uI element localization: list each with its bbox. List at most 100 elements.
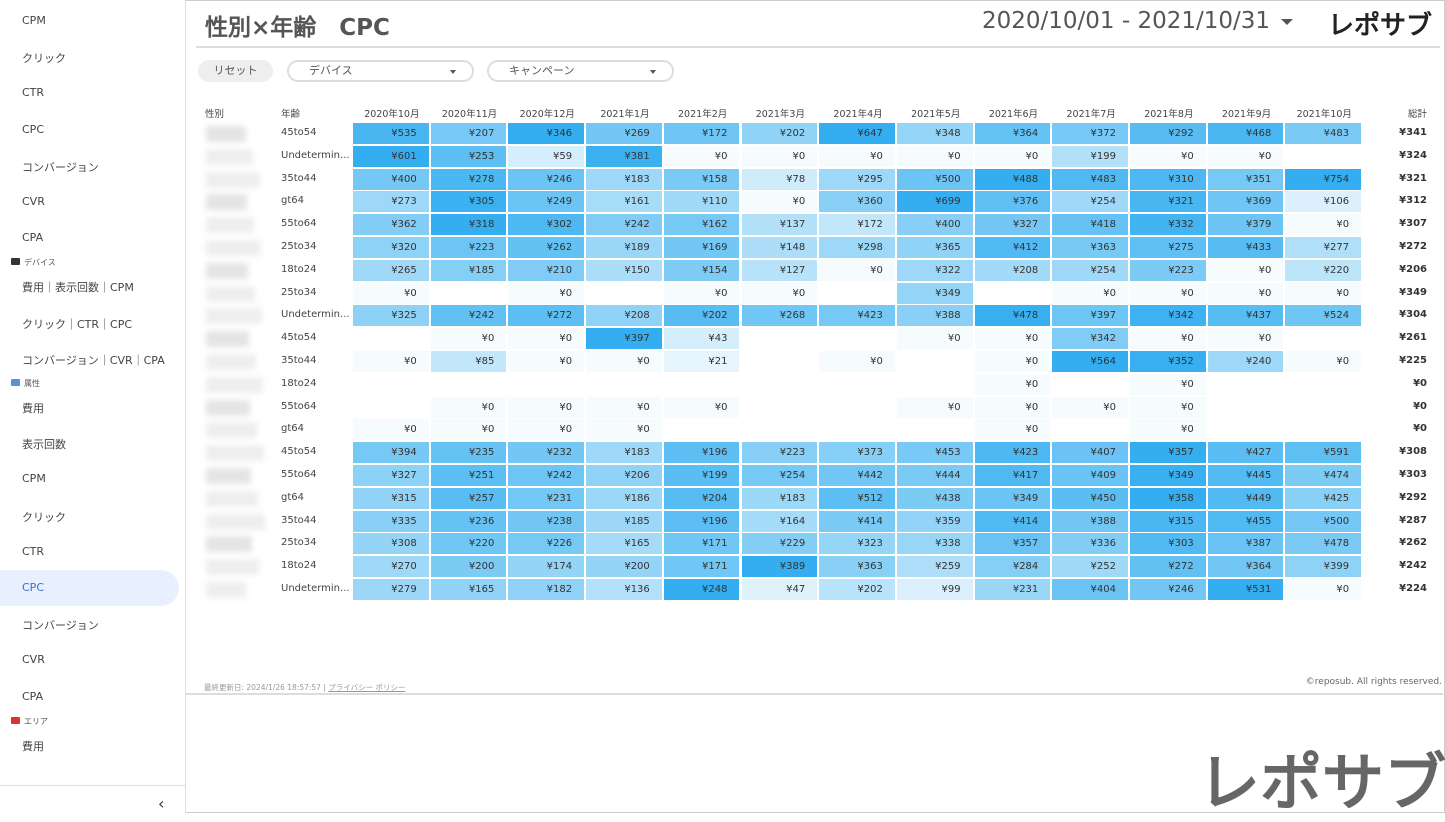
row-total: ¥307 <box>1399 218 1427 230</box>
heatmap-cell: ¥412 <box>974 237 1051 258</box>
collapse-button[interactable]: ‹ <box>158 794 165 813</box>
sidebar-item[interactable]: CPC <box>22 122 44 136</box>
heatmap-cell: ¥349 <box>974 487 1051 509</box>
heatmap-cell: ¥335 <box>353 510 429 532</box>
heatmap-cell: ¥417 <box>974 465 1051 486</box>
heatmap-cell: ¥0 <box>1130 145 1206 167</box>
sidebar-item[interactable]: クリック <box>22 510 66 524</box>
sidebar-item[interactable]: CTR <box>22 86 45 100</box>
sidebar-item[interactable]: CPM <box>22 472 46 486</box>
heatmap-cell: ¥0 <box>819 259 895 281</box>
gender-blur <box>206 445 264 462</box>
heatmap-cell: ¥348 <box>896 123 973 144</box>
heatmap-cell: ¥535 <box>353 123 429 144</box>
device-filter[interactable]: デバイス <box>287 60 474 82</box>
column-header: 性別 <box>205 109 225 120</box>
heatmap-cell: ¥336 <box>1052 533 1128 555</box>
heatmap-cell: ¥298 <box>819 237 895 258</box>
month-header: 2021年1月 <box>600 109 650 120</box>
heatmap-cell: ¥364 <box>974 123 1051 144</box>
heatmap-cell: ¥0 <box>1052 282 1128 304</box>
heatmap-cell: ¥202 <box>663 305 740 327</box>
heatmap-cell: ¥369 <box>1207 191 1284 213</box>
heatmap-cell: ¥0 <box>663 282 740 304</box>
heatmap-cell: ¥0 <box>974 373 1051 395</box>
dropdown-arrow <box>450 70 456 74</box>
heatmap-cell: ¥0 <box>896 328 973 350</box>
heatmap-cell: ¥242 <box>508 465 585 486</box>
heatmap-cell: ¥208 <box>586 305 662 327</box>
heatmap-cell: ¥229 <box>741 533 818 555</box>
sidebar-section: エリア <box>24 716 48 726</box>
heatmap-cell: ¥0 <box>663 396 740 418</box>
heatmap-cell: ¥78 <box>741 168 818 190</box>
sidebar-item[interactable]: 費用 <box>22 739 44 753</box>
heatmap-cell: ¥275 <box>1130 237 1206 258</box>
sidebar-item[interactable]: クリック｜CTR｜CPC <box>22 317 133 331</box>
heatmap-cell: ¥21 <box>663 351 740 372</box>
sidebar-item[interactable]: CPM <box>22 14 46 27</box>
heatmap-cell: ¥0 <box>741 282 818 304</box>
heatmap-cell: ¥207 <box>430 123 507 144</box>
heatmap-cell: ¥360 <box>819 191 895 213</box>
sidebar-item[interactable]: コンバージョン <box>22 619 99 633</box>
heatmap-cell: ¥647 <box>819 123 895 144</box>
sidebar-item[interactable]: CPA <box>22 689 44 703</box>
heatmap-cell: ¥342 <box>1130 305 1206 327</box>
sidebar-item[interactable]: CVR <box>22 653 45 667</box>
heatmap-cell: ¥199 <box>1052 145 1128 167</box>
heatmap-cell: ¥303 <box>1130 533 1206 555</box>
sidebar-item[interactable]: CVR <box>22 195 45 208</box>
heatmap-cell: ¥321 <box>1130 191 1206 213</box>
heatmap-cell: ¥0 <box>1207 328 1284 350</box>
sidebar-item[interactable]: コンバージョン <box>22 160 99 174</box>
heatmap-cell: ¥269 <box>586 123 662 144</box>
heatmap-cell: ¥171 <box>663 533 740 555</box>
heatmap-cell: ¥0 <box>353 419 429 441</box>
heatmap-cell: ¥196 <box>663 442 740 464</box>
sidebar-item[interactable]: 費用｜表示回数｜CPM <box>22 281 134 295</box>
date-range[interactable]: 2020/10/01 - 2021/10/31 <box>982 8 1271 34</box>
month-header: 2021年7月 <box>1066 109 1116 120</box>
heatmap-cell: ¥272 <box>508 305 585 327</box>
sidebar-item[interactable]: CTR <box>22 544 45 558</box>
heatmap-cell: ¥43 <box>663 328 740 350</box>
age-label: gt64 <box>281 491 304 503</box>
heatmap-cell: ¥246 <box>508 168 585 190</box>
sidebar-item[interactable]: 費用 <box>22 402 44 415</box>
date-dropdown-arrow[interactable] <box>1281 19 1293 25</box>
sidebar-item[interactable]: CPC <box>22 581 44 594</box>
heatmap-cell: ¥372 <box>1052 123 1128 144</box>
heatmap-cell: ¥242 <box>430 305 507 327</box>
heatmap-cell: ¥199 <box>663 465 740 486</box>
heatmap-cell: ¥409 <box>1052 465 1128 486</box>
campaign-filter[interactable]: キャンペーン <box>487 60 674 82</box>
sidebar-item[interactable]: コンバージョン｜CVR｜CPA <box>22 353 165 367</box>
heatmap-cell: ¥259 <box>896 556 973 578</box>
sidebar-item[interactable]: クリック <box>22 52 66 66</box>
heatmap-cell: ¥0 <box>1285 282 1362 304</box>
heatmap-cell: ¥0 <box>741 145 818 167</box>
reset-button[interactable]: リセット <box>198 60 273 82</box>
heatmap-cell: ¥310 <box>1130 168 1206 190</box>
heatmap-cell: ¥478 <box>1285 533 1362 555</box>
heatmap-cell: ¥0 <box>741 191 818 213</box>
heatmap-cell: ¥257 <box>430 487 507 509</box>
heatmap-cell: ¥59 <box>508 145 585 167</box>
age-label: 45to54 <box>281 127 317 138</box>
gender-blur <box>206 468 251 484</box>
privacy-link[interactable]: プライバシー ポリシー <box>328 683 406 692</box>
row-total: ¥0 <box>1413 400 1427 412</box>
sidebar-item[interactable]: CPA <box>22 231 44 245</box>
heatmap-cell: ¥468 <box>1207 123 1284 144</box>
heatmap-cell: ¥0 <box>508 351 585 372</box>
heatmap-cell: ¥397 <box>586 328 662 350</box>
row-total: ¥262 <box>1399 537 1427 549</box>
age-label: 55to64 <box>281 218 317 230</box>
heatmap-cell: ¥248 <box>663 579 740 600</box>
heatmap-cell: ¥0 <box>1207 259 1284 281</box>
month-header: 2020年10月 <box>364 109 420 120</box>
heatmap-cell: ¥251 <box>430 465 507 486</box>
heatmap-cell: ¥0 <box>586 351 662 372</box>
sidebar-item[interactable]: 表示回数 <box>22 438 66 452</box>
